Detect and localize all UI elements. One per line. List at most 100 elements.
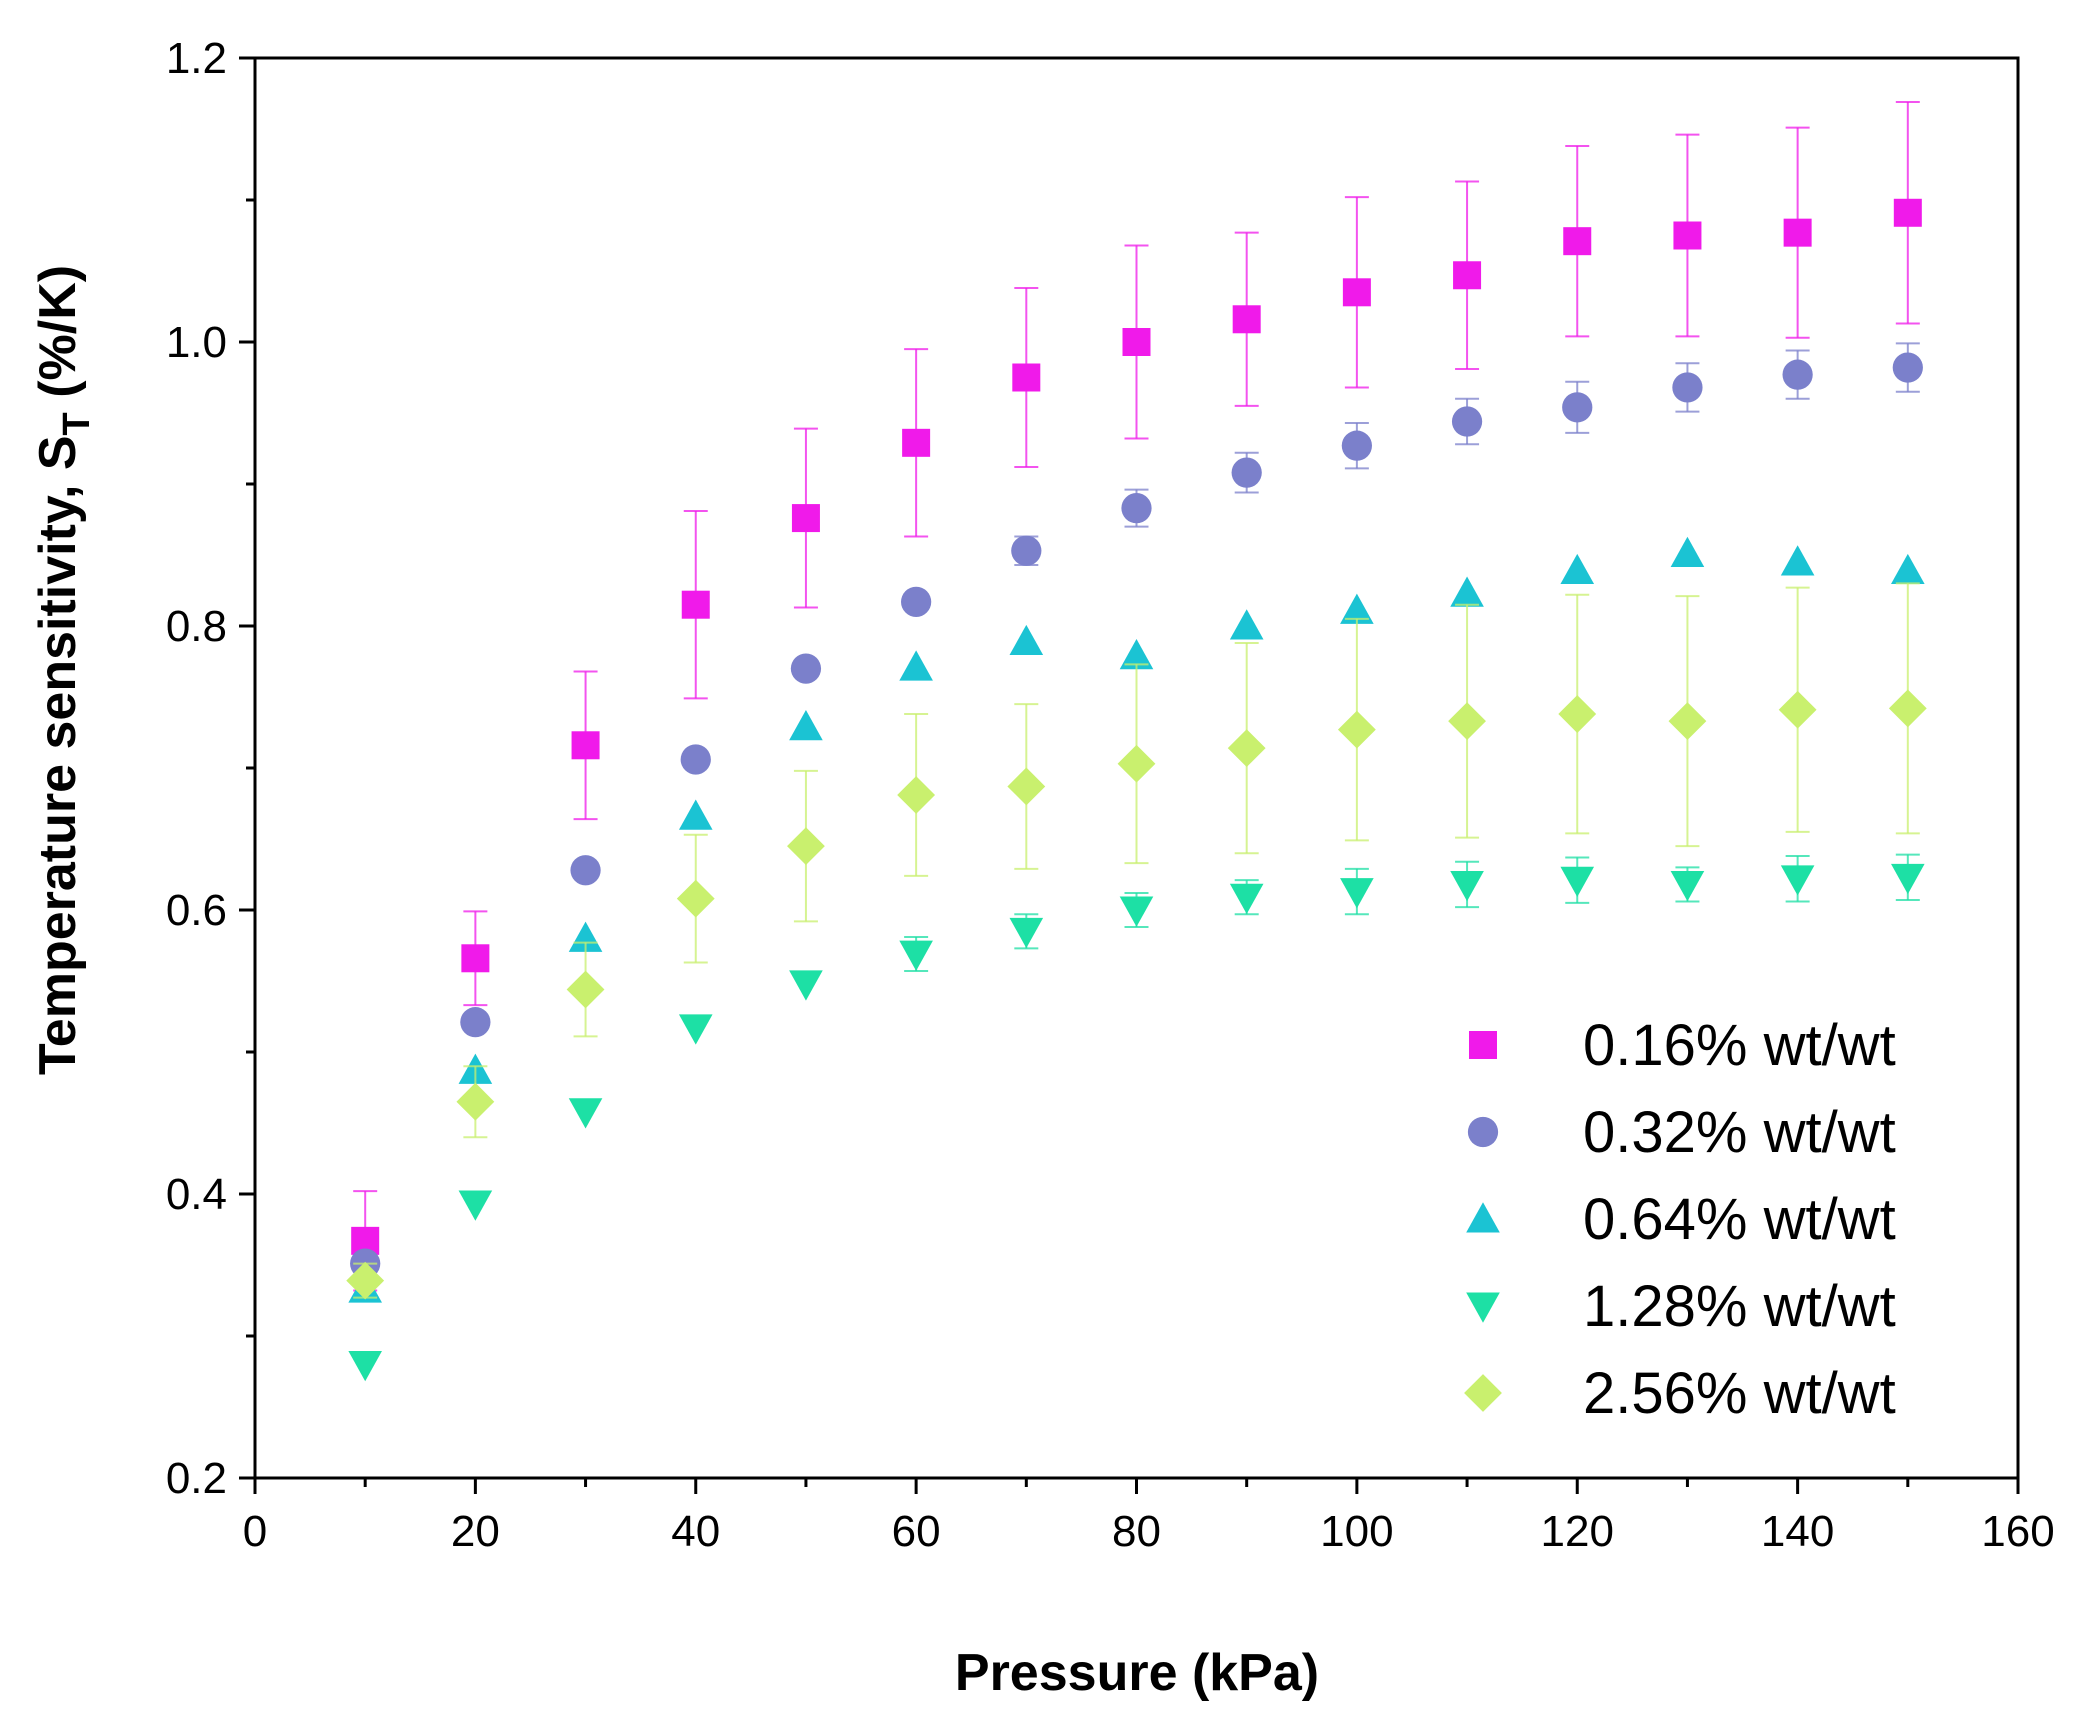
y-axis: 0.2 0.4 0.6 0.8 1.0 1.2 [166, 34, 255, 1503]
y-tick-label: 0.6 [166, 886, 227, 935]
data-point [568, 921, 603, 952]
data-point [897, 776, 936, 814]
data-point [1560, 553, 1595, 585]
data-point [1450, 871, 1484, 902]
y-axis-title-subscript: T [56, 412, 98, 435]
data-point [570, 855, 601, 886]
data-point [681, 590, 710, 619]
data-point [348, 1350, 382, 1382]
legend-marker [1466, 1202, 1500, 1233]
data-point [566, 970, 605, 1009]
data-point [1337, 710, 1376, 749]
data-point [1007, 767, 1046, 806]
legend-label: 0.32% wt/wt [1583, 1100, 1896, 1165]
data-point [1340, 593, 1374, 624]
x-tick-label: 20 [451, 1507, 500, 1556]
data-point [1227, 729, 1266, 768]
data-point [678, 1014, 713, 1045]
x-tick-label: 160 [1981, 1507, 2054, 1556]
data-point [1780, 865, 1815, 896]
data-point [1011, 535, 1042, 566]
data-point [1891, 863, 1925, 895]
data-point [571, 731, 600, 760]
data-point [676, 879, 715, 918]
series-square [351, 101, 1922, 1292]
data-point [1668, 702, 1707, 741]
series-triangle-up [348, 536, 1925, 1303]
data-point [1342, 278, 1371, 307]
y-axis-title-tail: (%/K) [29, 265, 87, 412]
data-point [1670, 536, 1705, 568]
data-point [1229, 609, 1264, 640]
data-point [789, 710, 823, 741]
legend: 0.16% wt/wt 0.32% wt/wt 0.64% wt/wt 1.28% w… [1464, 1013, 1896, 1426]
data-point [1232, 305, 1261, 334]
data-point [1122, 328, 1151, 356]
data-point [1341, 430, 1372, 461]
data-point [1340, 878, 1374, 909]
data-point [1782, 359, 1813, 390]
series-layer [346, 101, 1927, 1382]
data-point [791, 504, 820, 533]
data-point [458, 1190, 493, 1221]
legend-label: 1.28% wt/wt [1583, 1274, 1896, 1339]
data-point [1009, 917, 1044, 949]
data-point [1558, 695, 1597, 733]
data-point [1229, 883, 1264, 915]
x-tick-label: 100 [1320, 1507, 1393, 1556]
y-tick-label: 0.4 [166, 1170, 227, 1219]
y-axis-title: Temperature sensitivity, ST (%/K) [29, 265, 98, 1075]
legend-marker [1467, 1116, 1499, 1148]
data-point [1560, 866, 1595, 897]
data-point [1672, 372, 1703, 403]
legend-label: 0.64% wt/wt [1583, 1187, 1896, 1252]
legend-label: 0.16% wt/wt [1583, 1013, 1896, 1078]
y-tick-label: 0.2 [166, 1454, 227, 1503]
data-point [787, 827, 825, 865]
data-point [1119, 639, 1154, 670]
data-point [1670, 871, 1705, 902]
x-tick-label: 120 [1541, 1507, 1614, 1556]
x-tick-label: 80 [1112, 1507, 1161, 1556]
x-axis: 0 20 40 60 80 100 120 140 160 [243, 1478, 2055, 1556]
data-point [460, 1007, 491, 1038]
data-point [1012, 363, 1041, 392]
data-point [1448, 702, 1486, 741]
data-point [899, 650, 933, 681]
x-tick-label: 140 [1761, 1507, 1834, 1556]
data-point [1888, 689, 1927, 728]
data-point [678, 799, 713, 830]
data-point [789, 970, 823, 1001]
series-triangle-down [348, 853, 1925, 1382]
data-point [680, 744, 711, 775]
data-point [568, 1098, 603, 1129]
y-axis-title-main: Temperature sensitivity, S [29, 435, 87, 1075]
legend-label: 2.56% wt/wt [1583, 1361, 1896, 1426]
data-point [1453, 261, 1482, 290]
data-point [1780, 545, 1815, 576]
data-point [1892, 352, 1923, 383]
data-point [1891, 553, 1925, 585]
x-tick-label: 0 [243, 1507, 267, 1556]
x-tick-label: 40 [671, 1507, 720, 1556]
data-point [1117, 744, 1156, 783]
x-tick-label: 60 [892, 1507, 941, 1556]
data-point [899, 940, 933, 971]
data-point [1893, 198, 1922, 227]
series-diamond [346, 582, 1927, 1300]
data-point [1563, 227, 1592, 256]
data-point [346, 1261, 385, 1300]
data-point [1451, 406, 1483, 437]
data-point [1778, 690, 1817, 729]
x-axis-title: Pressure (kPa) [955, 1644, 1319, 1702]
data-point [456, 1082, 495, 1121]
data-point [461, 944, 490, 973]
legend-marker [1466, 1292, 1500, 1323]
y-tick-label: 1.2 [166, 34, 227, 83]
data-point [1450, 576, 1484, 607]
data-point [901, 586, 932, 617]
y-tick-label: 1.0 [166, 318, 227, 367]
data-point [1231, 457, 1262, 488]
y-tick-label: 0.8 [166, 602, 227, 651]
